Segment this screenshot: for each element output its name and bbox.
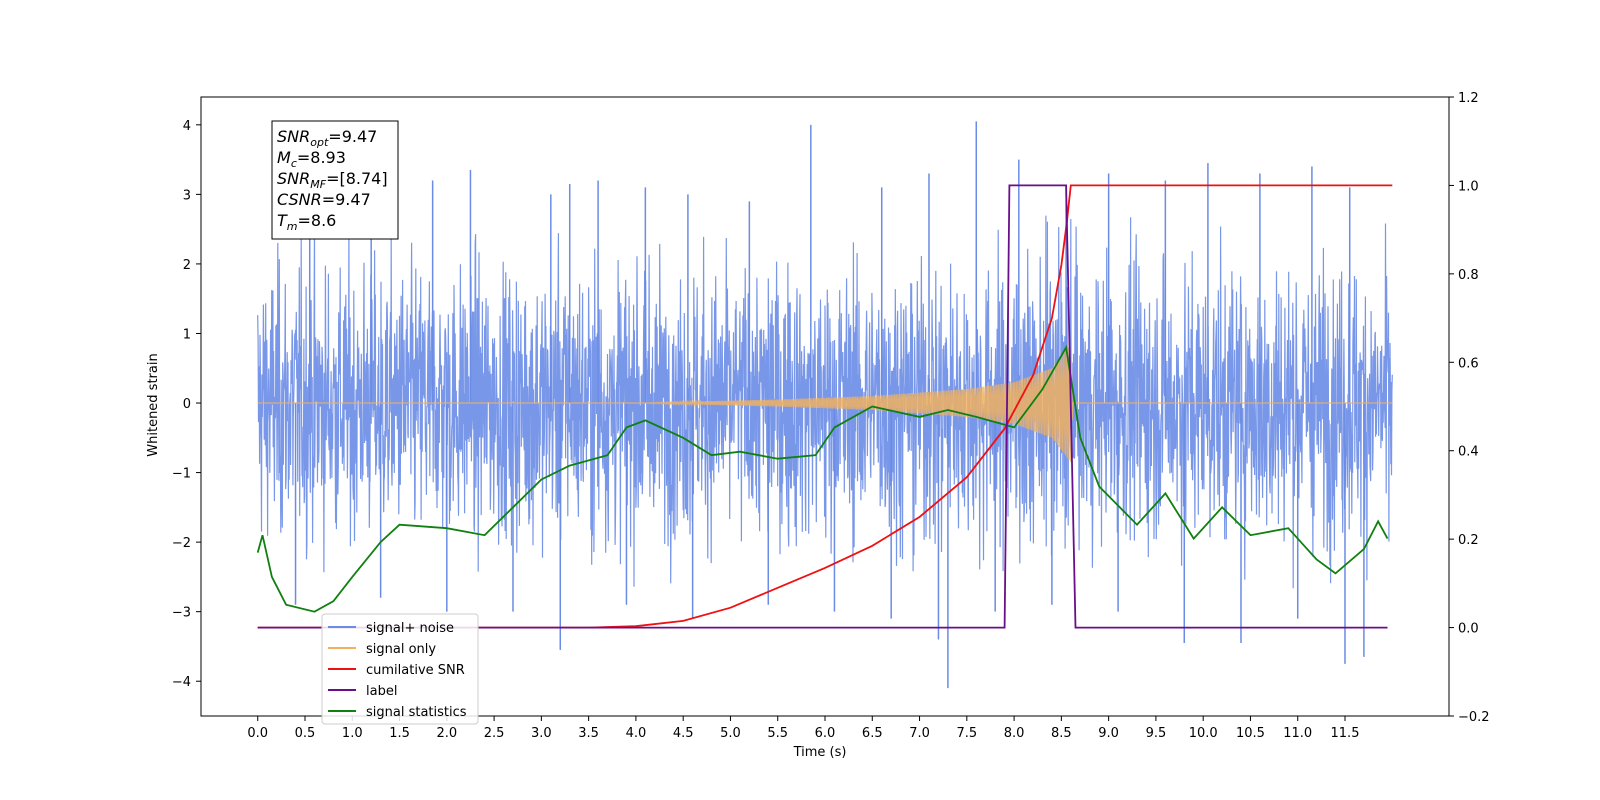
y-tick-label: −3 — [172, 606, 191, 621]
y-tick-label: 4 — [183, 119, 191, 134]
x-tick-label: 7.0 — [909, 726, 930, 741]
y-tick-label: 1 — [183, 327, 191, 342]
annotation-line: CSNR=9.47 — [277, 190, 371, 209]
signal-only-line — [257, 345, 1393, 462]
signal-statistics-line — [256, 344, 1389, 613]
legend-label: signal only — [366, 642, 436, 657]
signal-noise-line — [257, 215, 1393, 589]
x-tick-label: 0.0 — [247, 726, 268, 741]
x-tick-label: 6.5 — [862, 726, 883, 741]
y-tick-label: 3 — [183, 188, 191, 203]
annotation-line: SNRopt=9.47 — [277, 127, 377, 149]
label-line — [257, 184, 1388, 629]
legend-label: label — [366, 684, 397, 699]
x-tick-label: 10.5 — [1236, 726, 1265, 741]
legend: signal+ noise signal only cumilative SNR la… — [321, 613, 479, 725]
y2-tick-label: −0.2 — [1458, 710, 1490, 725]
x-tick-label: 5.0 — [720, 726, 741, 741]
y-tick-label: 0 — [183, 397, 191, 412]
x-tick-label: 2.0 — [436, 726, 457, 741]
x-tick-label: 11.0 — [1283, 726, 1312, 741]
x-tick-label: 11.5 — [1331, 726, 1360, 741]
legend-label: signal statistics — [366, 705, 467, 720]
y-tick-label: −2 — [172, 536, 191, 551]
y2-tick-label: 0.2 — [1458, 533, 1479, 548]
x-tick-label: 7.5 — [956, 726, 977, 741]
axes: 0.0 0.5 1.0 1.5 2.0 2.5 3.0 3.5 4.0 4.5 5.0 5.5 6.0 6… — [172, 91, 1490, 741]
legend-frame — [321, 613, 479, 725]
legend-label: cumilative SNR — [366, 663, 465, 678]
x-tick-label: 3.0 — [531, 726, 552, 741]
x-tick-label: 6.0 — [815, 726, 836, 741]
y-tick-label: −1 — [172, 467, 191, 482]
cumulative-snr-line — [257, 184, 1393, 629]
annotation-frame — [271, 120, 399, 240]
x-tick-label: 5.5 — [767, 726, 788, 741]
x-tick-label: 9.5 — [1146, 726, 1167, 741]
x-axis-title: Time (s) — [793, 745, 847, 760]
y-tick-label: 2 — [183, 258, 191, 273]
legend-label: signal+ noise — [366, 621, 454, 636]
y-axis-title: Whitened strain — [146, 353, 161, 456]
annotation-line: SNRMF=[8.74] — [277, 169, 388, 191]
plot-area — [256, 121, 1393, 689]
x-tick-label: 10.0 — [1189, 726, 1218, 741]
y2-tick-label: 0.8 — [1458, 268, 1479, 283]
x-tick-label: 3.5 — [578, 726, 599, 741]
x-tick-label: 9.0 — [1098, 726, 1119, 741]
y2-tick-label: 1.2 — [1458, 91, 1479, 106]
x-tick-label: 2.5 — [484, 726, 505, 741]
x-tick-label: 4.5 — [673, 726, 694, 741]
y2-tick-label: 1.0 — [1458, 179, 1479, 194]
y-tick-label: −4 — [172, 675, 191, 690]
x-tick-label: 1.0 — [342, 726, 363, 741]
x-tick-label: 1.5 — [389, 726, 410, 741]
y2-tick-label: 0.4 — [1458, 445, 1479, 460]
y2-tick-label: 0.0 — [1458, 622, 1479, 637]
annotation-line: Tm=8.6 — [277, 211, 336, 233]
x-tick-label: 4.0 — [626, 726, 647, 741]
x-tick-label: 8.5 — [1051, 726, 1072, 741]
annotation-line: Mc=8.93 — [277, 148, 346, 170]
signal-noise-spikes — [294, 121, 1365, 689]
y2-tick-label: 0.6 — [1458, 356, 1479, 371]
x-tick-label: 0.5 — [295, 726, 316, 741]
x-tick-label: 8.0 — [1004, 726, 1025, 741]
